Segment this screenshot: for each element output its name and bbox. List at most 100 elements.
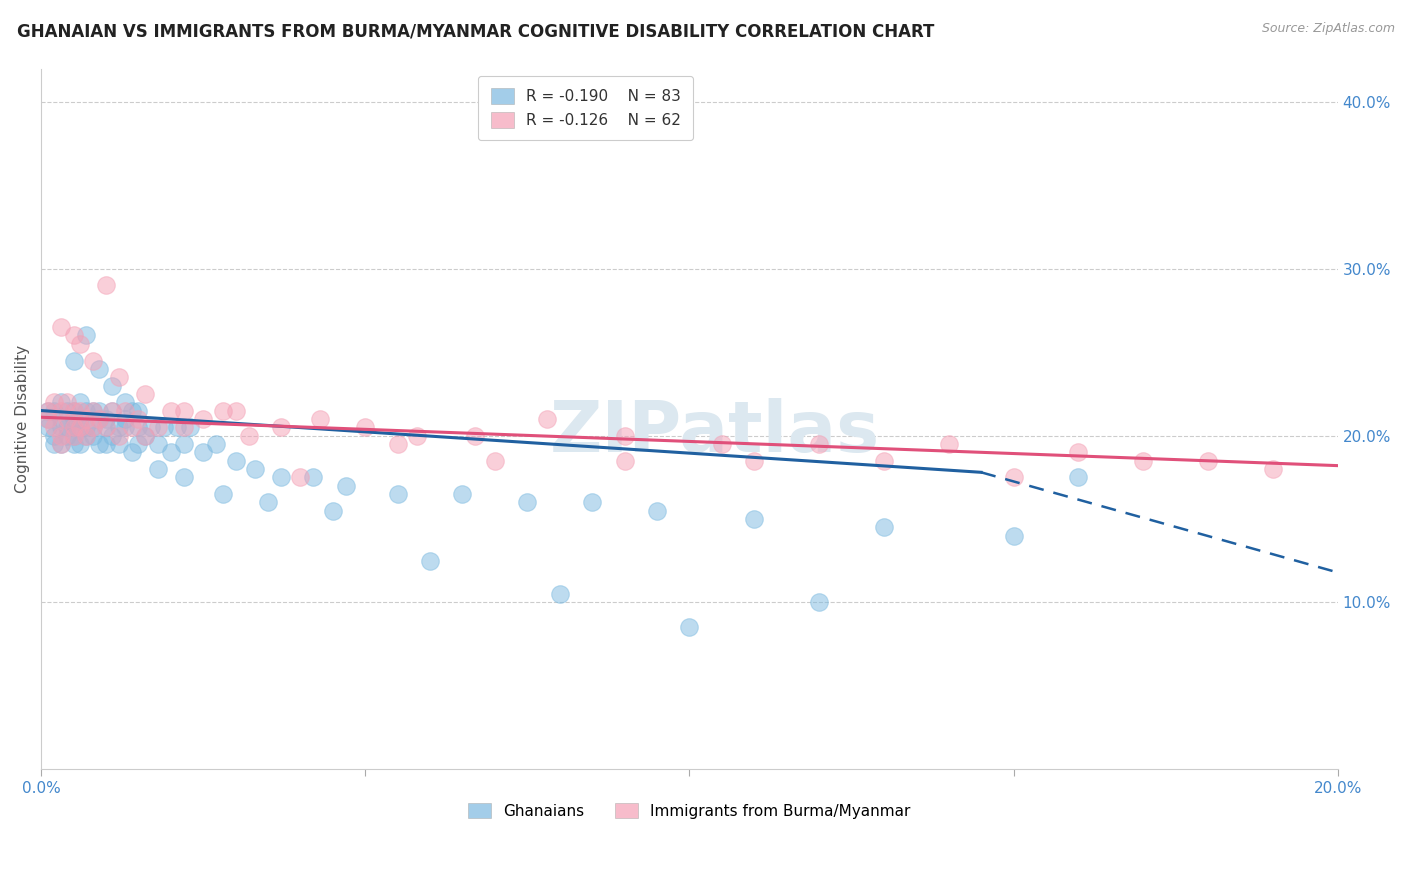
Point xyxy=(114,412,136,426)
Point xyxy=(76,428,98,442)
Point xyxy=(94,437,117,451)
Point xyxy=(159,403,181,417)
Point xyxy=(62,428,84,442)
Text: Source: ZipAtlas.com: Source: ZipAtlas.com xyxy=(1261,22,1395,36)
Point xyxy=(94,420,117,434)
Point xyxy=(82,428,104,442)
Point xyxy=(82,420,104,434)
Point xyxy=(37,412,59,426)
Point xyxy=(49,420,72,434)
Point xyxy=(873,453,896,467)
Point xyxy=(56,395,79,409)
Point xyxy=(808,437,831,451)
Point xyxy=(742,453,765,467)
Point xyxy=(127,403,149,417)
Point xyxy=(193,445,215,459)
Point xyxy=(69,437,91,451)
Point xyxy=(56,403,79,417)
Point xyxy=(42,403,65,417)
Point xyxy=(173,403,195,417)
Point xyxy=(76,420,98,434)
Point xyxy=(56,412,79,426)
Point xyxy=(101,403,124,417)
Point xyxy=(484,453,506,467)
Point xyxy=(516,495,538,509)
Point xyxy=(82,420,104,434)
Point xyxy=(1197,453,1219,467)
Point xyxy=(742,512,765,526)
Point xyxy=(101,428,124,442)
Point xyxy=(114,403,136,417)
Point xyxy=(354,420,377,434)
Point xyxy=(101,403,124,417)
Point xyxy=(159,445,181,459)
Point xyxy=(1132,453,1154,467)
Point xyxy=(645,504,668,518)
Point xyxy=(62,403,84,417)
Point xyxy=(225,453,247,467)
Point xyxy=(89,403,111,417)
Point xyxy=(56,420,79,434)
Point xyxy=(69,336,91,351)
Point xyxy=(89,362,111,376)
Point xyxy=(134,428,156,442)
Point xyxy=(69,395,91,409)
Text: GHANAIAN VS IMMIGRANTS FROM BURMA/MYANMAR COGNITIVE DISABILITY CORRELATION CHART: GHANAIAN VS IMMIGRANTS FROM BURMA/MYANMA… xyxy=(17,22,934,40)
Point xyxy=(37,403,59,417)
Point xyxy=(76,328,98,343)
Point xyxy=(808,595,831,609)
Point xyxy=(108,370,131,384)
Point xyxy=(121,403,143,417)
Point xyxy=(225,403,247,417)
Point xyxy=(127,420,149,434)
Point xyxy=(179,420,201,434)
Point xyxy=(121,445,143,459)
Point xyxy=(1002,470,1025,484)
Point xyxy=(387,437,409,451)
Point xyxy=(270,420,292,434)
Point xyxy=(101,378,124,392)
Point xyxy=(76,428,98,442)
Point xyxy=(134,428,156,442)
Point xyxy=(42,420,65,434)
Point xyxy=(94,420,117,434)
Point xyxy=(76,403,98,417)
Point xyxy=(302,470,325,484)
Point xyxy=(141,420,163,434)
Point xyxy=(42,428,65,442)
Point xyxy=(127,412,149,426)
Point xyxy=(69,420,91,434)
Point xyxy=(308,412,330,426)
Point xyxy=(387,487,409,501)
Point xyxy=(238,428,260,442)
Point xyxy=(49,428,72,442)
Point xyxy=(82,403,104,417)
Point xyxy=(173,470,195,484)
Point xyxy=(146,420,169,434)
Point xyxy=(114,420,136,434)
Point xyxy=(37,412,59,426)
Point xyxy=(62,428,84,442)
Point xyxy=(49,437,72,451)
Point xyxy=(613,453,636,467)
Point xyxy=(873,520,896,534)
Point xyxy=(1067,470,1090,484)
Point xyxy=(114,395,136,409)
Point xyxy=(82,403,104,417)
Point xyxy=(134,387,156,401)
Point xyxy=(322,504,344,518)
Point xyxy=(62,403,84,417)
Point xyxy=(62,437,84,451)
Point xyxy=(536,412,558,426)
Y-axis label: Cognitive Disability: Cognitive Disability xyxy=(15,345,30,493)
Point xyxy=(419,554,441,568)
Point xyxy=(49,320,72,334)
Point xyxy=(257,495,280,509)
Point xyxy=(1067,445,1090,459)
Point xyxy=(69,420,91,434)
Point xyxy=(62,420,84,434)
Point xyxy=(451,487,474,501)
Point xyxy=(146,462,169,476)
Point xyxy=(49,395,72,409)
Point xyxy=(1002,529,1025,543)
